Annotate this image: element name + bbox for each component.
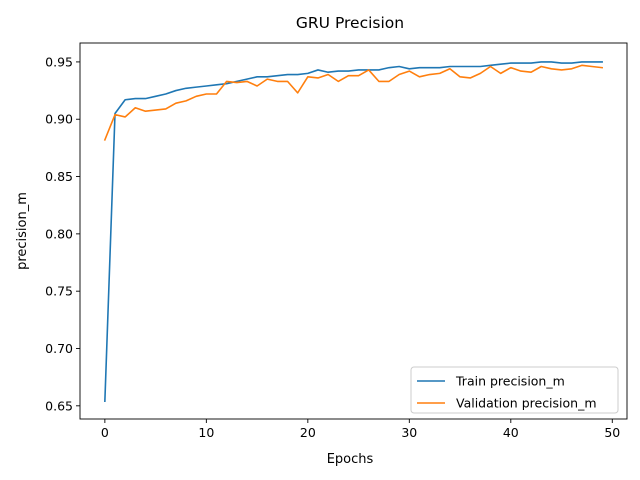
- x-tick-label: 20: [300, 425, 316, 440]
- x-tick-label: 30: [401, 425, 417, 440]
- legend-box: [410, 366, 619, 414]
- series-line-train: [104, 61, 603, 403]
- y-axis-ticks: 0.65 0.70 0.75 0.80 0.85 0.90 0.95: [45, 54, 80, 413]
- legend: Train precision_m Validation precision_m: [410, 366, 619, 414]
- y-tick-label: 0.85: [45, 169, 73, 184]
- x-tick-label: 40: [503, 425, 519, 440]
- y-axis-label: precision_m: [15, 192, 30, 270]
- x-axis-ticks: 0 10 20 30 40 50: [101, 419, 620, 440]
- y-tick-label: 0.95: [45, 54, 73, 69]
- y-tick-label: 0.90: [45, 112, 73, 127]
- chart-title: GRU Precision: [296, 14, 404, 32]
- y-tick-label: 0.75: [45, 284, 73, 299]
- y-tick-label: 0.80: [45, 226, 73, 241]
- x-axis-label: Epochs: [327, 452, 374, 467]
- y-tick-label: 0.65: [45, 398, 73, 413]
- x-tick-label: 50: [604, 425, 620, 440]
- x-tick-label: 0: [101, 425, 109, 440]
- y-tick-label: 0.70: [45, 341, 73, 356]
- legend-label-train: Train precision_m: [455, 374, 565, 389]
- x-tick-label: 10: [198, 425, 214, 440]
- legend-label-validation: Validation precision_m: [456, 396, 597, 411]
- series-line-validation: [103, 64, 604, 141]
- series-layer: [103, 61, 604, 403]
- plot-frame: [79, 42, 628, 420]
